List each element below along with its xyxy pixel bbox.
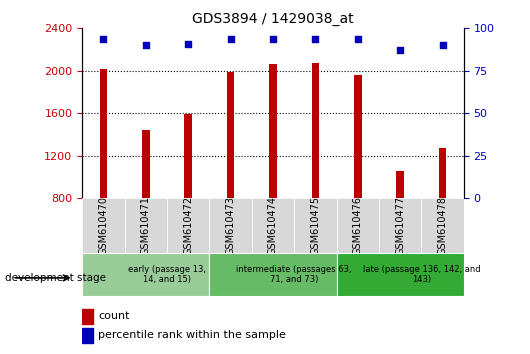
Bar <box>82 309 93 324</box>
Bar <box>337 198 379 253</box>
Point <box>354 36 362 41</box>
Bar <box>209 198 252 253</box>
Bar <box>125 198 167 253</box>
Text: GSM610475: GSM610475 <box>311 196 320 255</box>
Bar <box>421 198 464 253</box>
Bar <box>396 171 404 198</box>
Bar <box>227 72 234 198</box>
Text: GSM610473: GSM610473 <box>226 196 235 255</box>
Point <box>396 47 404 53</box>
Bar <box>82 253 209 296</box>
Bar <box>209 253 337 296</box>
Point <box>438 42 447 48</box>
Bar <box>184 114 192 198</box>
Bar <box>379 198 421 253</box>
Bar <box>252 198 294 253</box>
Point <box>184 41 192 46</box>
Bar <box>337 253 464 296</box>
Text: GSM610474: GSM610474 <box>268 196 278 255</box>
Text: development stage: development stage <box>5 273 107 283</box>
Text: GSM610476: GSM610476 <box>353 196 363 255</box>
Text: GSM610471: GSM610471 <box>141 196 151 255</box>
Bar <box>354 75 361 198</box>
Bar <box>100 69 107 198</box>
Bar <box>269 64 277 198</box>
Bar <box>82 328 93 343</box>
Text: GSM610472: GSM610472 <box>183 196 193 255</box>
Point <box>311 36 320 41</box>
Text: count: count <box>98 311 130 321</box>
Text: early (passage 13,
14, and 15): early (passage 13, 14, and 15) <box>128 265 206 284</box>
Bar <box>142 130 149 198</box>
Bar <box>82 198 125 253</box>
Text: GSM610477: GSM610477 <box>395 196 405 255</box>
Bar <box>312 63 319 198</box>
Point <box>269 36 277 41</box>
Point <box>99 36 108 41</box>
Text: late (passage 136, 142, and
143): late (passage 136, 142, and 143) <box>363 265 480 284</box>
Text: GSM610470: GSM610470 <box>99 196 108 255</box>
Bar <box>294 198 337 253</box>
Bar <box>439 148 446 198</box>
Text: intermediate (passages 63,
71, and 73): intermediate (passages 63, 71, and 73) <box>236 265 352 284</box>
Text: GSM610478: GSM610478 <box>438 196 447 255</box>
Point <box>226 36 235 41</box>
Bar <box>167 198 209 253</box>
Point <box>142 42 150 48</box>
Title: GDS3894 / 1429038_at: GDS3894 / 1429038_at <box>192 12 354 26</box>
Text: percentile rank within the sample: percentile rank within the sample <box>98 330 286 341</box>
